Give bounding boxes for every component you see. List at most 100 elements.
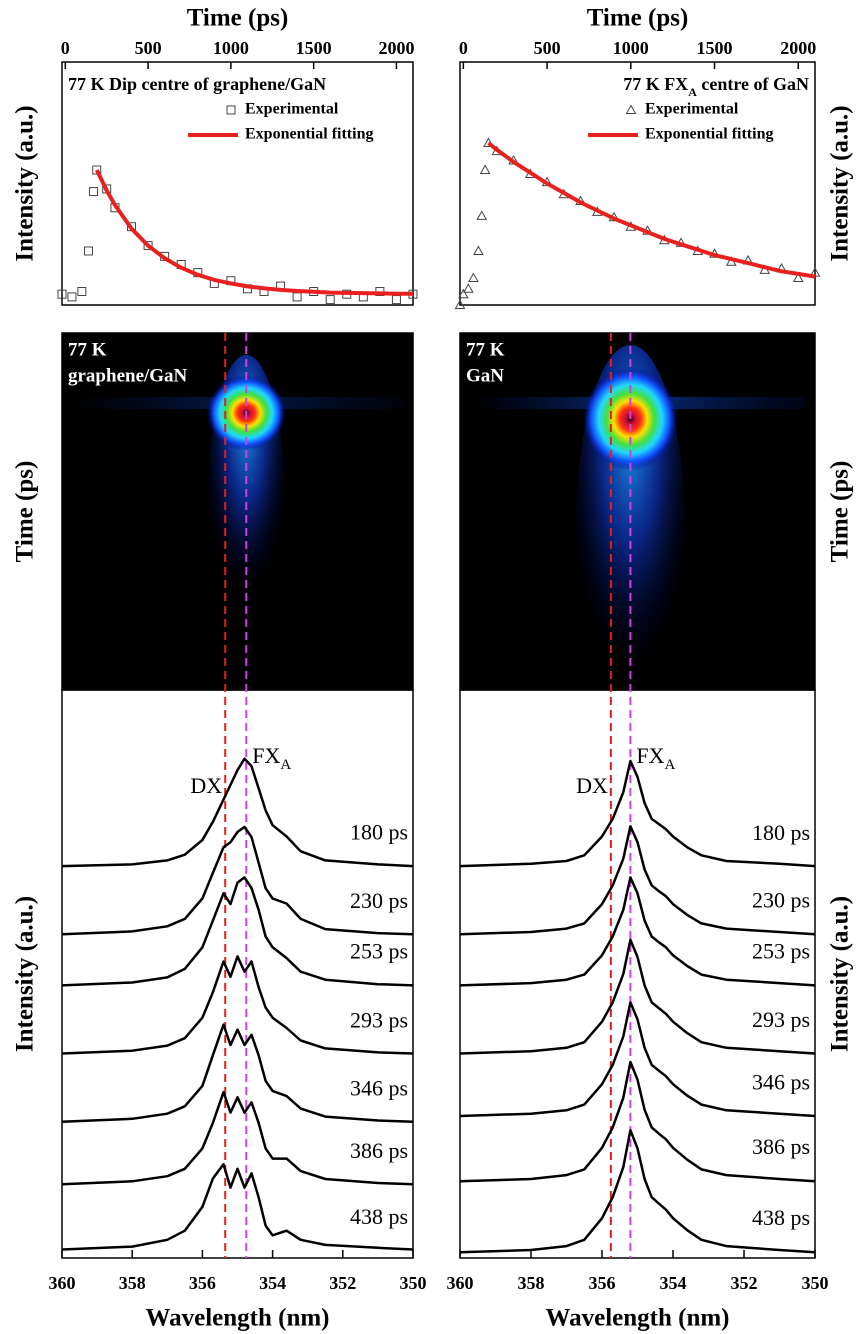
spectrum-line xyxy=(61,825,414,936)
spectrum-line xyxy=(61,1090,414,1186)
curve-label: 438 ps xyxy=(350,1204,408,1229)
x-tick-label: 350 xyxy=(400,1273,427,1293)
legend-swatch xyxy=(226,105,236,115)
curve-label: 293 ps xyxy=(350,1007,408,1032)
legend-swatch xyxy=(625,104,637,114)
y-axis-label: Intensity (a.u.) xyxy=(827,896,854,1052)
spectrum-line xyxy=(459,825,816,936)
x-tick-label: 0 xyxy=(459,38,468,58)
panel-label: 77 K xyxy=(466,339,505,360)
x-tick-label: 2000 xyxy=(378,38,414,58)
x-tick-label: 350 xyxy=(802,1273,829,1293)
x-tick-label: 1500 xyxy=(296,38,332,58)
x-tick-label: 500 xyxy=(534,38,561,58)
legend-label: Experimental xyxy=(645,101,739,118)
legend-label: Exponential fitting xyxy=(645,126,773,143)
spectrum-line xyxy=(61,955,414,1055)
peak-label: DX xyxy=(190,773,222,798)
peak-label: FXA xyxy=(636,743,675,773)
peak-label: FXA xyxy=(252,743,291,773)
data-point xyxy=(457,288,469,299)
data-point xyxy=(292,292,302,302)
x-tick-label: 354 xyxy=(259,1273,286,1293)
x-tick-label: 352 xyxy=(329,1273,356,1293)
data-point xyxy=(77,287,87,296)
curve-label: 386 ps xyxy=(752,1134,810,1159)
y-axis-label: Intensity (a.u.) xyxy=(12,105,39,261)
data-point xyxy=(83,246,93,256)
x-tick-label: 360 xyxy=(49,1273,76,1293)
y-axis-label: Intensity (a.u.) xyxy=(12,896,39,1052)
x-tick-label: 1500 xyxy=(697,38,733,58)
data-point xyxy=(476,210,488,220)
panel-label: 77 K xyxy=(68,339,107,360)
data-point xyxy=(67,292,77,302)
spectrum-line xyxy=(459,876,816,987)
x-tick-label: 358 xyxy=(518,1273,545,1293)
peak-label-subscript: A xyxy=(280,757,291,773)
x-tick-label: 356 xyxy=(589,1273,616,1293)
annotation-text: 77 K FX xyxy=(623,74,688,94)
curve-label: 180 ps xyxy=(752,820,810,845)
spectrum-line xyxy=(61,1023,414,1123)
curve-label: 386 ps xyxy=(350,1138,408,1163)
annotation-text: 77 K Dip centre of graphene/GaN xyxy=(68,74,326,94)
data-point xyxy=(325,295,335,305)
fit-line xyxy=(487,141,816,279)
spectrum-line xyxy=(459,759,816,868)
x-axis-label: Wavelength (nm) xyxy=(145,1305,329,1332)
data-point xyxy=(57,289,67,299)
annotation-text: centre of GaN xyxy=(697,74,809,94)
data-point xyxy=(463,283,474,293)
x-tick-label: 2000 xyxy=(780,38,816,58)
x-axis-label: Wavelength (nm) xyxy=(545,1305,729,1332)
spectrum-line xyxy=(459,1128,816,1254)
x-tick-label: 1000 xyxy=(213,38,249,58)
curve-label: 253 ps xyxy=(350,939,408,964)
data-point xyxy=(473,245,484,255)
x-tick-label: 354 xyxy=(660,1273,687,1293)
x-tick-label: 0 xyxy=(61,38,70,58)
curve-label: 230 ps xyxy=(350,888,408,913)
curve-label: 346 ps xyxy=(752,1069,810,1094)
x-tick-label: 360 xyxy=(447,1273,474,1293)
data-point xyxy=(88,187,98,197)
legend-label: Experimental xyxy=(245,101,339,118)
curve-label: 293 ps xyxy=(752,1007,810,1032)
fit-line xyxy=(94,169,413,296)
data-point xyxy=(792,272,804,282)
x-tick-label: 1000 xyxy=(613,38,649,58)
peak-label: DX xyxy=(576,773,608,798)
x-tick-label: 352 xyxy=(731,1273,758,1293)
y-axis-label: Intensity (a.u.) xyxy=(827,105,854,261)
peak-label-text: FX xyxy=(636,743,664,768)
curve-label: 346 ps xyxy=(350,1076,408,1101)
panel-label: graphene/GaN xyxy=(68,365,188,386)
x-tick-label: 358 xyxy=(119,1273,146,1293)
spectrum-line xyxy=(459,1060,816,1183)
data-point xyxy=(468,272,479,282)
panel-label: GaN xyxy=(466,365,504,386)
data-point xyxy=(391,295,401,305)
plot-frame xyxy=(61,689,414,1259)
x-tick-label: 356 xyxy=(189,1273,216,1293)
annotation: 77 K Dip centre of graphene/GaN xyxy=(68,74,326,94)
curve-label: 180 ps xyxy=(350,819,408,844)
data-point xyxy=(479,164,491,174)
spectrum-line xyxy=(459,938,816,1055)
legend-label: Exponential fitting xyxy=(245,126,373,143)
spectrum-line xyxy=(61,757,414,868)
peak-label-subscript: A xyxy=(665,757,676,773)
x-tick-label: 500 xyxy=(135,38,162,58)
x-axis-label: Time (ps) xyxy=(187,5,289,32)
y-axis-label: Time (ps) xyxy=(827,461,854,563)
data-point xyxy=(143,241,153,251)
plot-frame xyxy=(459,689,816,1259)
spectrum-line xyxy=(61,1163,414,1251)
annotation: 77 K FXA centre of GaN xyxy=(623,74,809,99)
spectrum-line xyxy=(459,1001,816,1118)
peak-label-text: DX xyxy=(190,773,222,798)
x-axis-label: Time (ps) xyxy=(587,5,689,32)
spectrum-line xyxy=(61,876,414,987)
